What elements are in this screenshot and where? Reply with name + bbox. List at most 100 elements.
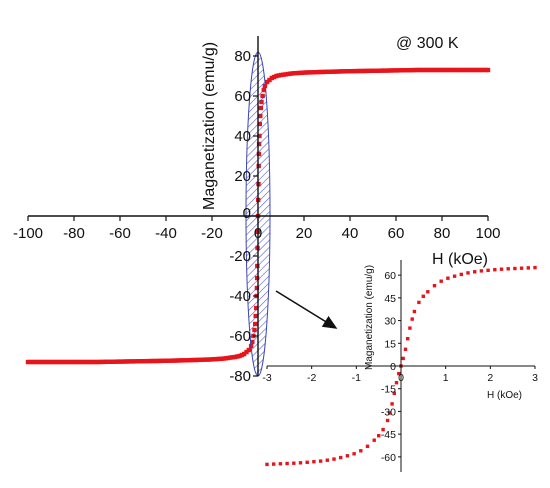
inset-data-point [417, 300, 421, 305]
main-trace-dot [202, 357, 208, 362]
main-trace-dot [170, 358, 176, 363]
inset-data-point [432, 284, 437, 288]
main-trace-dot [389, 68, 394, 73]
inset-data-point [292, 461, 296, 465]
main-trace-dot [432, 67, 438, 73]
main-trace-dot [483, 67, 488, 73]
main-trace-dot [39, 359, 44, 365]
main-trace-dot [30, 359, 35, 365]
main-trace-dot [143, 359, 148, 364]
main-trace-dot [430, 67, 435, 73]
main-trace-dot [129, 359, 134, 364]
main-trace-dot [145, 358, 150, 364]
main-trace-dot [175, 358, 180, 363]
inset-y-tick-label: 15 [384, 338, 396, 350]
main-data-point [393, 68, 399, 73]
main-trace-dot [451, 67, 456, 73]
inset-data-point [401, 356, 405, 361]
main-trace-dot [407, 68, 412, 73]
main-trace-dot [444, 67, 449, 73]
main-trace-dot [380, 68, 385, 73]
main-trace-dot [216, 356, 222, 362]
main-trace-dot [338, 69, 343, 74]
inset-data-point [305, 460, 309, 464]
main-trace-dot [363, 68, 369, 74]
main-trace-dot [455, 67, 461, 73]
main-trace-dot [150, 358, 155, 364]
main-data-point [163, 358, 169, 363]
inset-data-point [408, 326, 412, 330]
inset-data-point [439, 279, 443, 283]
main-trace-dot [437, 67, 442, 73]
inset-x-axis-label: H (kOe) [487, 390, 522, 401]
main-trace-dot [391, 68, 396, 73]
main-trace-dot [154, 358, 159, 364]
inset-x-tick-label: -2 [307, 372, 316, 384]
temperature-annotation: @ 300 K [396, 35, 459, 52]
main-trace-dot [76, 359, 81, 365]
main-trace-dot [409, 67, 415, 73]
main-trace-dot [396, 68, 401, 73]
main-trace-dot [465, 67, 470, 73]
main-trace-dot [189, 357, 194, 363]
main-trace-dot [481, 67, 486, 73]
main-trace-dot [315, 69, 320, 75]
main-trace-dot [205, 357, 210, 362]
main-trace-dot [414, 67, 419, 73]
main-trace-dot [64, 359, 70, 365]
main-trace-dot [78, 359, 84, 365]
main-trace-dot [419, 67, 424, 73]
main-chart: -100 -80 -60 -40 -20 0 20 40 60 80 100-80-60-40-20… [13, 35, 501, 385]
main-trace-dot [336, 69, 341, 74]
main-trace-dot [228, 355, 233, 360]
main-trace-dot [152, 358, 157, 364]
main-trace-dot [173, 358, 178, 363]
main-trace-dot [182, 358, 187, 363]
inset-data-point [339, 455, 343, 460]
main-trace-dot [159, 358, 164, 364]
inset-data-point [365, 444, 370, 448]
main-trace-dot [122, 359, 127, 364]
main-data-point [265, 79, 270, 85]
main-x-tick-label: -40 [155, 225, 177, 242]
main-trace-dot [442, 67, 447, 73]
inset-data-point [298, 461, 303, 465]
inset-pointer-arrow [275, 290, 338, 329]
main-trace-dot [426, 67, 431, 73]
inset-data-point [533, 265, 537, 270]
main-trace-dot [304, 70, 309, 75]
main-y-tick-label: 20 [234, 168, 251, 185]
main-trace-dot [87, 359, 93, 365]
inset-data-point [493, 268, 497, 272]
main-data-point [242, 351, 247, 357]
main-x-tick-label: 0 [254, 225, 262, 242]
main-trace-dot [127, 359, 132, 364]
main-trace-dot [308, 70, 314, 75]
inset-data-point [392, 391, 396, 395]
inset-x-tick-label: -1 [352, 372, 361, 384]
main-data-point [278, 72, 284, 78]
inset-x-tick-label: 1 [443, 372, 449, 384]
inset-data-point [486, 268, 490, 272]
main-trace-dot [108, 359, 113, 364]
main-trace-dot [368, 68, 373, 73]
inset-data-point [325, 458, 329, 462]
main-trace-dot [200, 357, 205, 362]
main-trace-dot [32, 359, 38, 365]
main-trace-dot [306, 70, 311, 75]
inset-x-tick-label: -3 [262, 372, 271, 384]
inset-y-tick-label: -45 [381, 429, 396, 441]
main-trace-dot [133, 359, 139, 364]
inset-data-point [372, 438, 376, 442]
main-data-point [71, 359, 77, 365]
main-trace-dot [168, 358, 173, 363]
main-trace-dot [354, 68, 360, 74]
main-trace-dot [311, 70, 316, 75]
main-x-axis-label: H (kOe) [432, 251, 488, 268]
main-data-point [324, 69, 330, 74]
main-trace-dot [166, 358, 171, 363]
main-axes-layer: -100 -80 -60 -40 -20 0 20 40 60 80 100-80-60-40-20… [13, 36, 501, 385]
inset-x-tick-label: 0 [398, 372, 404, 384]
inset-data-point [332, 457, 336, 461]
